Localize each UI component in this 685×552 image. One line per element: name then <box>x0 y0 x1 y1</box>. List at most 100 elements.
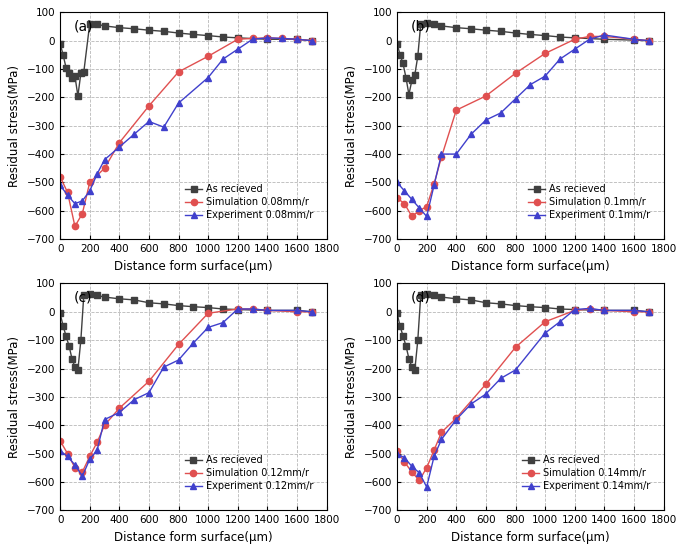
As recieved <box>65 343 73 349</box>
Simulation 0.1mm/r <box>437 153 445 160</box>
Simulation 0.08mm/r <box>101 165 109 172</box>
Experiment 0.14mm/r <box>437 436 445 443</box>
As recieved <box>423 19 431 26</box>
As recieved <box>405 355 413 362</box>
Line: Experiment 0.14mm/r: Experiment 0.14mm/r <box>394 305 652 490</box>
As recieved <box>77 70 85 77</box>
As recieved <box>189 304 197 310</box>
Y-axis label: Residual stress(MPa): Residual stress(MPa) <box>345 336 358 458</box>
Experiment 0.1mm/r <box>630 36 638 43</box>
Simulation 0.08mm/r <box>278 35 286 42</box>
Experiment 0.12mm/r <box>130 396 138 403</box>
Experiment 0.08mm/r <box>93 171 101 177</box>
Simulation 0.14mm/r <box>482 381 490 388</box>
Simulation 0.08mm/r <box>86 179 94 185</box>
As recieved <box>86 291 94 298</box>
As recieved <box>204 32 212 39</box>
As recieved <box>405 91 413 98</box>
Simulation 0.12mm/r <box>56 438 64 444</box>
Line: As recieved: As recieved <box>394 291 652 373</box>
As recieved <box>408 77 416 84</box>
Experiment 0.1mm/r <box>400 188 408 194</box>
Simulation 0.12mm/r <box>86 453 94 460</box>
Simulation 0.12mm/r <box>115 405 123 411</box>
Simulation 0.14mm/r <box>586 306 594 312</box>
Simulation 0.1mm/r <box>423 203 431 210</box>
Simulation 0.12mm/r <box>78 469 86 475</box>
Experiment 0.14mm/r <box>430 453 438 460</box>
Experiment 0.08mm/r <box>204 74 212 81</box>
Experiment 0.14mm/r <box>400 454 408 461</box>
As recieved <box>452 295 460 302</box>
Simulation 0.08mm/r <box>71 223 79 230</box>
Experiment 0.12mm/r <box>189 339 197 346</box>
Experiment 0.12mm/r <box>249 306 257 312</box>
Experiment 0.12mm/r <box>101 416 109 423</box>
Simulation 0.1mm/r <box>408 213 416 220</box>
Experiment 0.14mm/r <box>541 330 549 336</box>
Line: Simulation 0.1mm/r: Simulation 0.1mm/r <box>394 33 652 220</box>
Experiment 0.12mm/r <box>219 319 227 326</box>
Simulation 0.12mm/r <box>101 422 109 428</box>
X-axis label: Distance form surface(μm): Distance form surface(μm) <box>114 259 273 273</box>
Line: Experiment 0.12mm/r: Experiment 0.12mm/r <box>57 306 315 479</box>
As recieved <box>65 70 73 77</box>
Simulation 0.12mm/r <box>263 307 271 314</box>
Experiment 0.1mm/r <box>571 46 579 52</box>
Simulation 0.1mm/r <box>630 36 638 43</box>
Simulation 0.14mm/r <box>541 319 549 325</box>
Experiment 0.14mm/r <box>556 319 564 325</box>
Experiment 0.12mm/r <box>86 456 94 463</box>
Text: (c): (c) <box>73 290 92 304</box>
Experiment 0.12mm/r <box>160 364 168 370</box>
As recieved <box>393 40 401 47</box>
As recieved <box>571 306 579 313</box>
Simulation 0.08mm/r <box>249 35 257 42</box>
As recieved <box>408 364 416 370</box>
As recieved <box>645 38 653 44</box>
Simulation 0.1mm/r <box>541 50 549 57</box>
Simulation 0.14mm/r <box>393 448 401 454</box>
Legend: As recieved, Simulation 0.14mm/r, Experiment 0.14mm/r: As recieved, Simulation 0.14mm/r, Experi… <box>519 453 653 494</box>
As recieved <box>416 20 425 27</box>
As recieved <box>416 291 425 298</box>
As recieved <box>396 51 404 58</box>
As recieved <box>497 28 505 35</box>
Experiment 0.14mm/r <box>630 307 638 314</box>
Experiment 0.12mm/r <box>204 324 212 331</box>
As recieved <box>293 36 301 43</box>
As recieved <box>411 367 419 373</box>
As recieved <box>234 35 242 41</box>
Experiment 0.1mm/r <box>430 182 438 189</box>
Experiment 0.12mm/r <box>234 306 242 312</box>
Experiment 0.08mm/r <box>219 56 227 62</box>
Text: (a): (a) <box>73 19 93 33</box>
Simulation 0.1mm/r <box>393 195 401 201</box>
Simulation 0.08mm/r <box>56 173 64 180</box>
As recieved <box>467 25 475 32</box>
As recieved <box>93 292 101 299</box>
Experiment 0.08mm/r <box>175 100 183 107</box>
Simulation 0.1mm/r <box>571 36 579 43</box>
As recieved <box>630 307 638 314</box>
As recieved <box>234 306 242 313</box>
Experiment 0.08mm/r <box>115 144 123 150</box>
As recieved <box>308 38 316 44</box>
Simulation 0.14mm/r <box>571 307 579 314</box>
As recieved <box>396 323 404 330</box>
Line: Simulation 0.14mm/r: Simulation 0.14mm/r <box>394 306 652 484</box>
Experiment 0.1mm/r <box>512 95 520 102</box>
As recieved <box>414 53 422 60</box>
Experiment 0.14mm/r <box>512 367 520 373</box>
Experiment 0.12mm/r <box>293 307 301 314</box>
Line: Simulation 0.08mm/r: Simulation 0.08mm/r <box>57 35 315 230</box>
Simulation 0.1mm/r <box>400 200 408 207</box>
As recieved <box>219 34 227 40</box>
As recieved <box>402 343 410 349</box>
Experiment 0.14mm/r <box>497 375 505 382</box>
Text: (d): (d) <box>410 290 430 304</box>
Line: As recieved: As recieved <box>57 291 315 373</box>
Experiment 0.1mm/r <box>586 36 594 43</box>
Simulation 0.08mm/r <box>64 189 72 195</box>
Text: (b): (b) <box>410 19 430 33</box>
